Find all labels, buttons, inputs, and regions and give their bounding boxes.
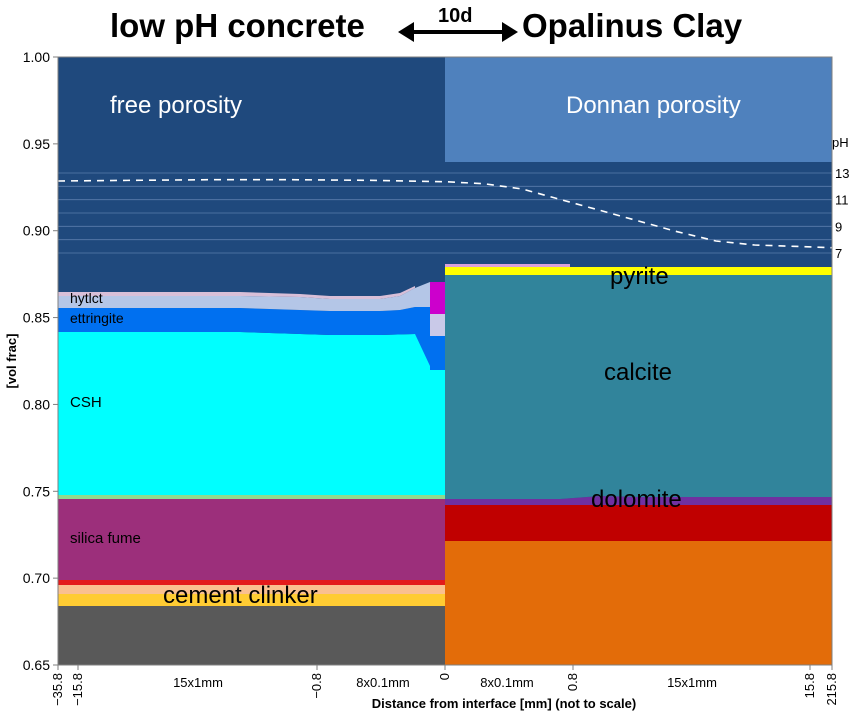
label-cement-clinker: cement clinker bbox=[163, 582, 318, 609]
hydrotalcite-area bbox=[58, 282, 430, 311]
ph-axis-label: pH bbox=[832, 135, 849, 150]
calcite-area bbox=[445, 275, 832, 499]
x-segment-label: 15x1mm bbox=[173, 675, 223, 690]
x-segment-label: 8x0.1mm bbox=[480, 675, 533, 690]
dolomite-area bbox=[445, 496, 832, 505]
y-tick-label: 1.00 bbox=[23, 49, 50, 65]
x-segment-label: 8x0.1mm bbox=[356, 675, 409, 690]
label-free-porosity: free porosity bbox=[110, 92, 242, 119]
double-arrow-icon bbox=[398, 22, 518, 42]
cement-clinker-red-area bbox=[58, 580, 445, 585]
concrete-phases bbox=[58, 282, 445, 665]
magenta-phase-area bbox=[430, 282, 445, 314]
csh-boundary-strip bbox=[58, 495, 445, 499]
cement-clinker-gray-area bbox=[58, 606, 445, 665]
ph-profile-line bbox=[57, 178, 833, 249]
interface-ettringite-area bbox=[430, 336, 445, 370]
x-axis-label: Distance from interface [mm] (not to sca… bbox=[372, 696, 636, 711]
y-tick-label: 0.90 bbox=[23, 223, 50, 239]
x-tick-label: 15.8 bbox=[802, 673, 817, 698]
x-tick-label: −0.8 bbox=[309, 673, 324, 699]
ph-tick-label: 9 bbox=[835, 219, 842, 234]
title-left: low pH concrete bbox=[110, 7, 365, 44]
ph-gridlines bbox=[58, 172, 832, 254]
y-tick-label: 0.70 bbox=[23, 570, 50, 586]
y-tick-label: 0.95 bbox=[23, 136, 50, 152]
label-dolomite: dolomite bbox=[591, 486, 682, 513]
ettringite-area bbox=[58, 307, 430, 366]
x-axis: −35.8 −15.8 −0.8 0 0.8 15.8 215.8 15x1mm 8x0.1mm… bbox=[50, 665, 839, 706]
label-calcite: calcite bbox=[604, 359, 672, 386]
y-tick-label: 0.80 bbox=[23, 396, 50, 412]
y-tick-label: 0.85 bbox=[23, 310, 50, 326]
y-tick-label: 0.75 bbox=[23, 483, 50, 499]
plot-area: free porosity Donnan porosity hytlct ett… bbox=[57, 56, 833, 666]
minor-clay-phase-strip bbox=[445, 264, 570, 267]
ph-axis: 13 11 9 7 bbox=[835, 166, 849, 261]
x-tick-label: 0 bbox=[437, 673, 452, 680]
label-hytlct: hytlct bbox=[70, 290, 103, 306]
y-axis: 1.00 0.95 0.90 0.85 0.80 0.75 0.70 0.65 bbox=[23, 49, 58, 673]
ph-tick-label: 13 bbox=[835, 166, 849, 181]
orange-phase-area bbox=[445, 541, 832, 665]
label-silica-fume: silica fume bbox=[70, 530, 141, 547]
label-donnan-porosity: Donnan porosity bbox=[566, 92, 741, 119]
x-tick-label: 0.8 bbox=[565, 673, 580, 691]
arrow-label: 10d bbox=[438, 5, 472, 27]
clay-phases bbox=[445, 264, 832, 665]
light-phase-area bbox=[430, 314, 445, 336]
x-segment-label: 15x1mm bbox=[667, 675, 717, 690]
ph-tick-label: 11 bbox=[835, 193, 849, 208]
label-ettringite: ettringite bbox=[70, 310, 124, 326]
csh-area bbox=[58, 332, 445, 495]
cement-clinker-yellow-area bbox=[58, 594, 445, 606]
pyrite-area bbox=[445, 267, 832, 275]
x-tick-label: −35.8 bbox=[50, 673, 65, 706]
cement-clinker-orange-area bbox=[58, 585, 445, 594]
minor-phase-strip bbox=[58, 286, 415, 299]
x-tick-label: −15.8 bbox=[70, 673, 85, 706]
y-tick-label: 0.65 bbox=[23, 657, 50, 673]
y-axis-label: [vol frac] bbox=[4, 334, 19, 389]
donnan-porosity-area bbox=[445, 57, 832, 162]
label-pyrite: pyrite bbox=[610, 263, 669, 290]
title-right: Opalinus Clay bbox=[522, 7, 743, 44]
red-phase-area bbox=[445, 505, 832, 541]
x-tick-label: 215.8 bbox=[824, 673, 839, 706]
ph-tick-label: 7 bbox=[835, 246, 842, 261]
silica-fume-area bbox=[58, 499, 445, 580]
label-csh: CSH bbox=[70, 394, 102, 411]
